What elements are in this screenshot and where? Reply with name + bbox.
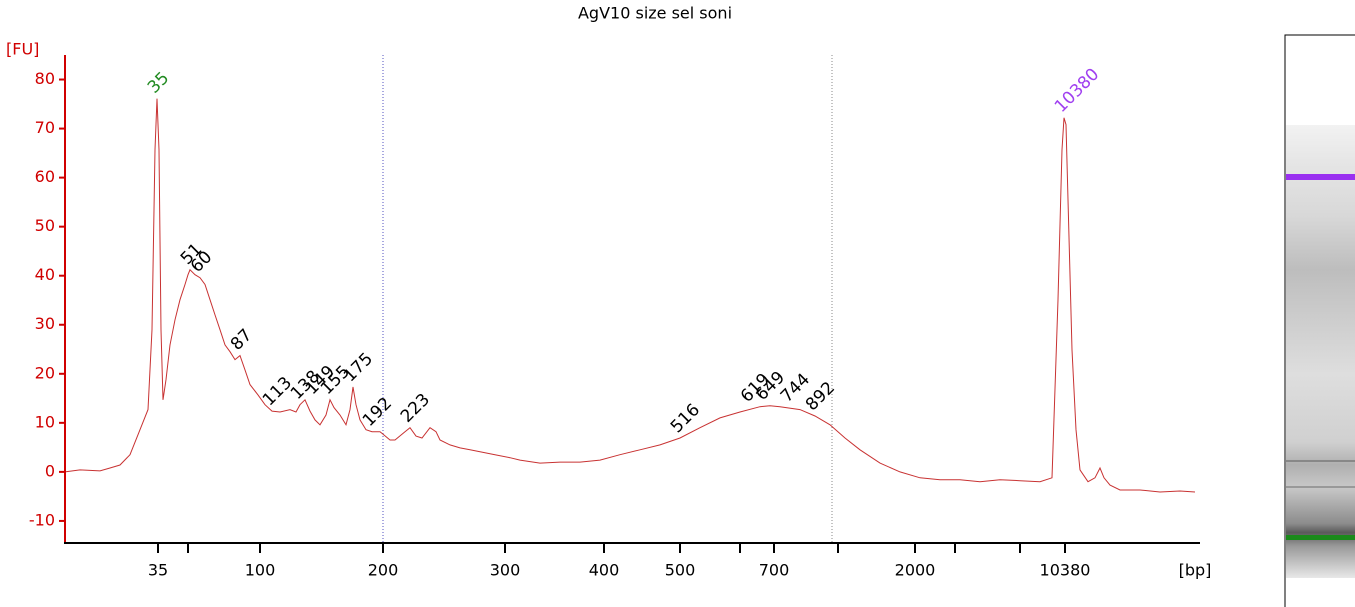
y-tick-label: 10 bbox=[35, 412, 55, 431]
x-tick-label: 200 bbox=[368, 561, 399, 580]
y-tick-label: 30 bbox=[35, 314, 55, 333]
y-tick-label: -10 bbox=[29, 510, 55, 529]
x-tick-label: 2000 bbox=[895, 561, 936, 580]
x-axis-label: [bp] bbox=[1179, 561, 1212, 580]
y-axis-label: [FU] bbox=[6, 40, 39, 59]
x-tick-label: 700 bbox=[759, 561, 790, 580]
peak-label: 223 bbox=[397, 390, 434, 427]
y-tick-label: 50 bbox=[35, 216, 55, 235]
gel-band bbox=[1286, 486, 1355, 488]
x-tick-label: 300 bbox=[490, 561, 521, 580]
gel-lane bbox=[1286, 125, 1355, 578]
gel-band bbox=[1286, 460, 1355, 462]
x-tick-label: 400 bbox=[589, 561, 620, 580]
gel-image bbox=[1284, 34, 1355, 607]
x-tick-label: 35 bbox=[148, 561, 168, 580]
peak-label: 192 bbox=[359, 394, 396, 431]
y-tick-label: 20 bbox=[35, 363, 55, 382]
peak-label: 516 bbox=[667, 400, 704, 437]
peak-label: 35 bbox=[144, 68, 173, 97]
y-tick-label: 40 bbox=[35, 265, 55, 284]
x-tick-label: 500 bbox=[665, 561, 696, 580]
chart-title: AgV10 size sel soni bbox=[578, 4, 732, 23]
electropherogram-trace bbox=[64, 98, 1196, 493]
upper-marker-band bbox=[1286, 174, 1355, 180]
y-tick-label: 80 bbox=[35, 69, 55, 88]
y-tick-label: 0 bbox=[45, 461, 55, 480]
y-tick-label: 60 bbox=[35, 167, 55, 186]
x-tick-label: 100 bbox=[245, 561, 276, 580]
peak-label: 87 bbox=[227, 325, 256, 354]
lower-marker-band bbox=[1286, 535, 1355, 540]
peak-label: 10380 bbox=[1051, 64, 1103, 116]
x-tick-label: 10380 bbox=[1040, 561, 1091, 580]
y-tick-label: 70 bbox=[35, 118, 55, 137]
